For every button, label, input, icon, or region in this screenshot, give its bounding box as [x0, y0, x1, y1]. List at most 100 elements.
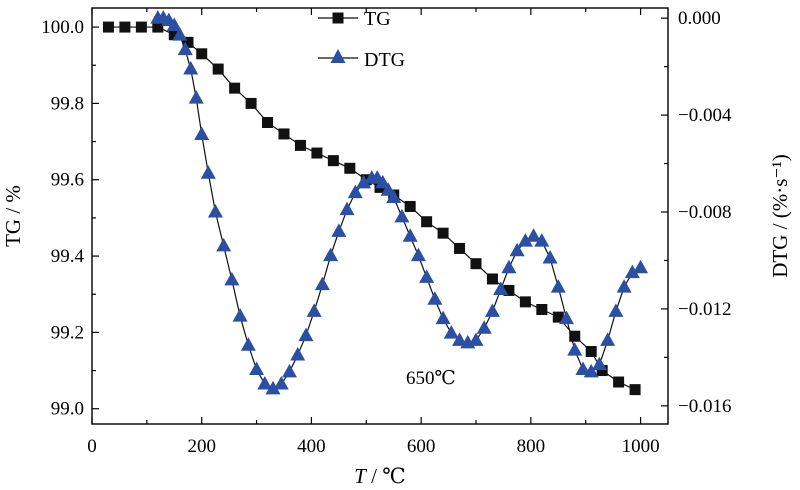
dtg-point: [183, 61, 199, 75]
x-tick-label: 1000: [622, 436, 660, 457]
tg-point: [182, 36, 194, 48]
tg-point: [119, 21, 131, 33]
dtg-point: [452, 332, 468, 346]
y-right-tick-label: −0.016: [678, 396, 731, 417]
dtg-point: [339, 201, 355, 216]
axis-ticks: 0 200 400 600 800 1000 99.0 99.2 99.4 99.6 99.8 100…: [41, 8, 732, 457]
tg-point: [596, 365, 608, 377]
x-tick-label: 400: [297, 436, 326, 457]
dtg-point: [290, 346, 306, 361]
dtg-point: [265, 380, 281, 395]
x-tick-label: 600: [407, 436, 436, 457]
dtg-line: [157, 17, 641, 390]
tg-point: [262, 116, 274, 128]
y-right-axis-title: DTG / (%·s⁻¹): [768, 154, 792, 278]
tg-point: [294, 139, 306, 151]
dtg-point: [380, 182, 396, 196]
dtg-point: [427, 291, 443, 305]
tg-point: [278, 128, 290, 140]
x-axis-title-unit: / ℃: [366, 464, 406, 488]
tg-point: [519, 296, 531, 308]
dtg-point: [402, 228, 418, 242]
dtg-series: [150, 10, 649, 395]
dtg-point: [591, 356, 607, 371]
dtg-point: [550, 279, 566, 293]
tg-point: [503, 284, 515, 296]
y-left-tick-label: 99.4: [51, 246, 85, 267]
dtg-point: [314, 276, 330, 291]
tg-point: [470, 258, 482, 270]
tg-point: [327, 155, 339, 167]
plot-frame: [91, 7, 669, 425]
tg-point: [245, 97, 257, 109]
dtg-point: [435, 310, 451, 325]
dtg-point: [281, 363, 297, 378]
legend-tg-marker: [332, 12, 344, 24]
x-axis-title-symbol: T: [354, 464, 367, 488]
dtg-point: [224, 271, 240, 286]
dtg-point: [526, 228, 542, 242]
tg-point: [454, 242, 466, 254]
tg-point: [536, 304, 548, 316]
dtg-point: [207, 204, 223, 218]
tg-point: [629, 384, 641, 396]
dtg-point: [443, 325, 459, 339]
tg-point: [613, 376, 625, 388]
dtg-point: [216, 237, 232, 252]
dtg-point: [177, 41, 193, 56]
dtg-point: [575, 361, 591, 375]
dtg-point: [484, 303, 500, 317]
dtg-point: [624, 264, 640, 279]
legend: TG DTG: [318, 8, 405, 71]
y-right-tick-label: 0.000: [678, 8, 721, 29]
y-left-tick-label: 100.0: [41, 17, 84, 38]
tg-point: [229, 82, 241, 94]
x-tick-label: 200: [187, 436, 216, 457]
dtg-point: [600, 332, 616, 346]
y-left-tick-label: 99.6: [51, 170, 84, 191]
dtg-point: [410, 247, 426, 262]
dtg-point: [273, 376, 289, 390]
y-left-tick-label: 99.8: [51, 93, 84, 114]
y-right-tick-label: −0.004: [678, 105, 732, 126]
dtg-point: [166, 17, 182, 31]
dtg-point: [394, 208, 410, 223]
dtg-point: [356, 174, 372, 189]
dtg-point: [249, 361, 265, 375]
dtg-point: [347, 184, 363, 199]
dtg-point: [331, 223, 347, 237]
x-axis-title: T / ℃: [354, 464, 406, 488]
dtg-point: [188, 90, 204, 104]
dtg-point: [419, 269, 435, 283]
tg-point: [102, 21, 114, 33]
dtg-point: [375, 174, 391, 189]
tg-point: [212, 63, 224, 75]
dtg-point: [468, 332, 484, 346]
tg-point: [360, 174, 372, 186]
tg-point: [196, 48, 208, 60]
y-left-axis-title: TG / %: [1, 185, 25, 247]
y-right-tick-label: −0.012: [678, 299, 731, 320]
dtg-point: [559, 310, 575, 325]
tg-point: [552, 311, 564, 323]
dtg-point: [501, 259, 517, 274]
dtg-point: [493, 281, 509, 296]
tg-point: [311, 147, 323, 159]
tg-point: [437, 227, 449, 239]
y-left-tick-label: 99.2: [51, 322, 84, 343]
tg-point: [486, 273, 498, 285]
dtg-point: [232, 308, 248, 322]
tg-point: [569, 330, 581, 342]
tg-point: [135, 21, 147, 33]
dtg-point: [298, 327, 314, 342]
dtg-point: [534, 233, 550, 247]
tg-series: [102, 21, 641, 396]
tg-point: [168, 29, 180, 41]
dtg-point: [633, 259, 649, 274]
dtg-point: [172, 27, 188, 41]
tg-line: [108, 26, 636, 391]
dtg-point: [608, 303, 624, 317]
tg-point: [585, 345, 597, 357]
legend-dtg-marker: [330, 49, 346, 63]
